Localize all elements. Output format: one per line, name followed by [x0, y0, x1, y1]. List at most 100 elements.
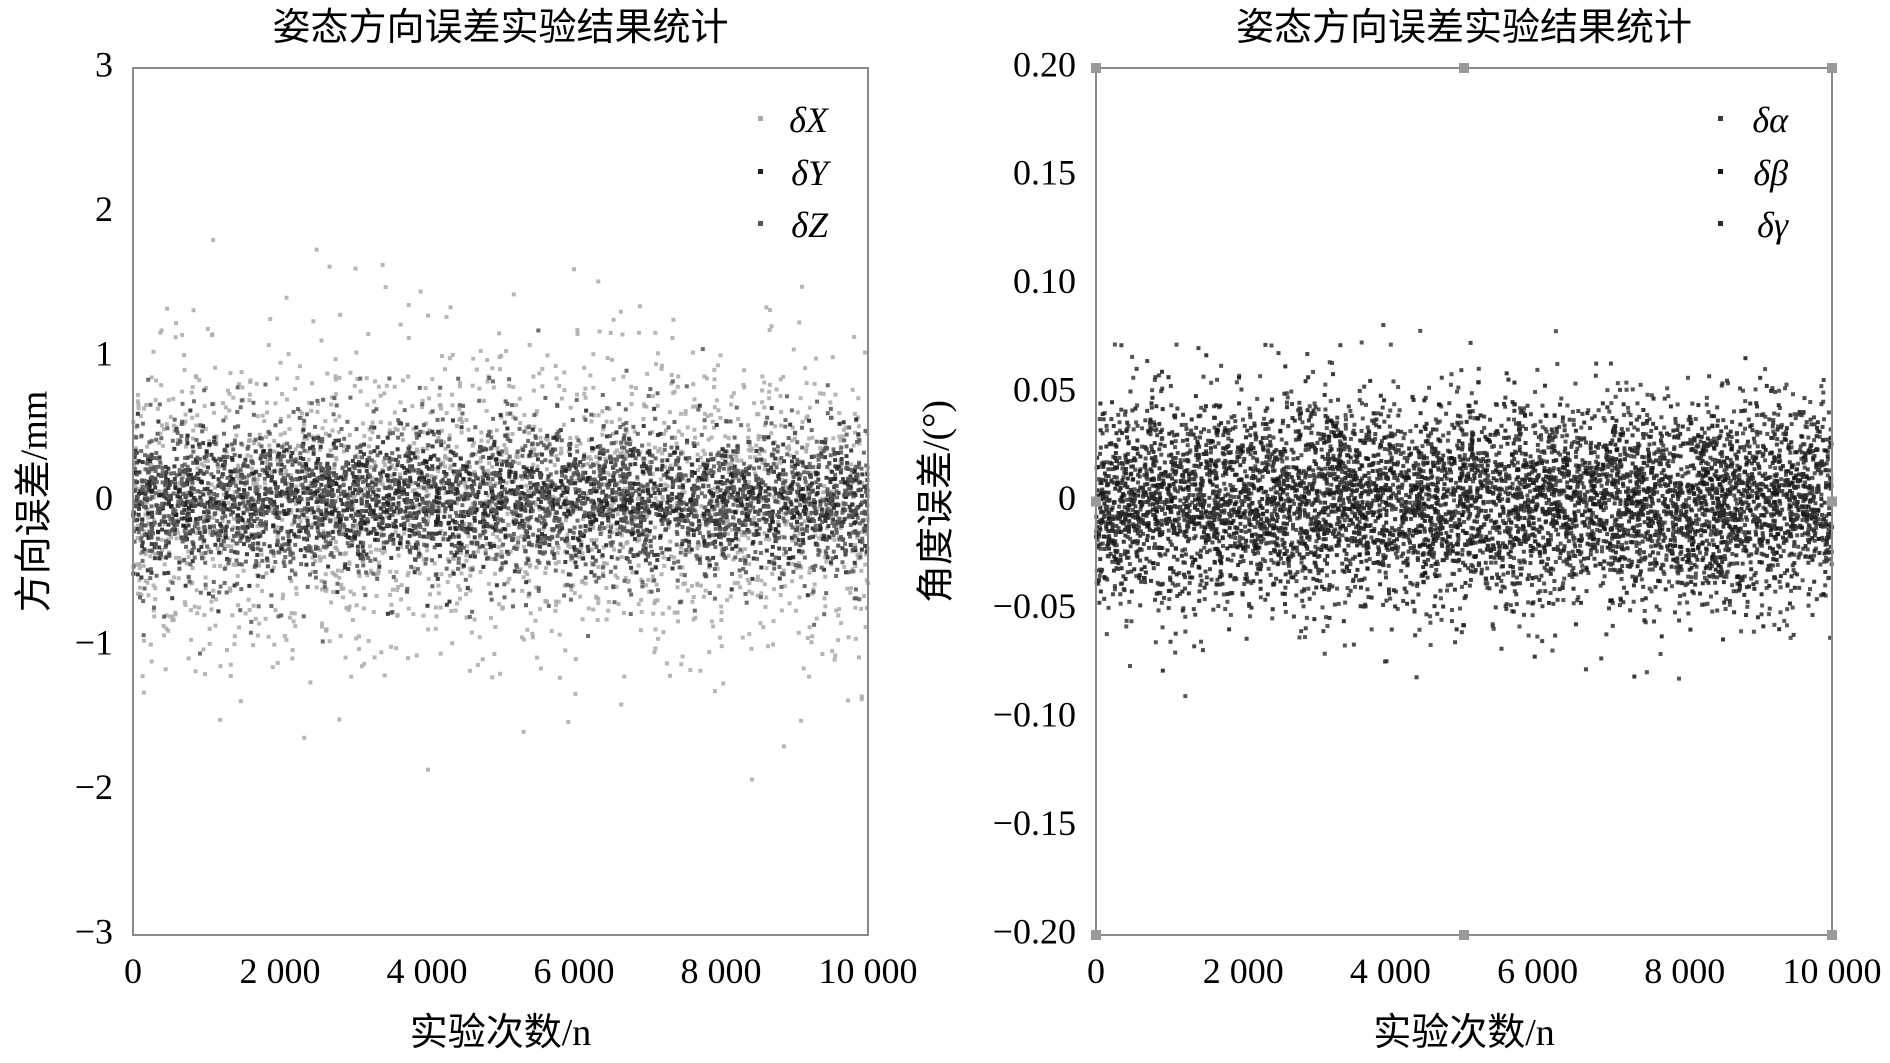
data-point	[741, 382, 746, 387]
data-point	[183, 444, 188, 449]
data-point	[452, 462, 457, 467]
data-point	[256, 563, 261, 568]
data-point	[463, 483, 468, 488]
data-point	[377, 514, 382, 519]
data-point	[309, 496, 314, 501]
data-point	[701, 462, 706, 467]
data-point	[853, 543, 858, 548]
data-point	[507, 474, 512, 479]
data-point	[442, 486, 447, 491]
data-point	[791, 561, 796, 566]
data-point	[417, 534, 422, 539]
data-point	[400, 464, 405, 469]
data-point	[431, 503, 436, 508]
data-point	[559, 446, 564, 451]
data-point	[853, 493, 858, 498]
data-point	[739, 423, 744, 428]
data-point	[821, 498, 826, 503]
data-point	[430, 377, 435, 382]
data-point	[333, 374, 338, 379]
data-point	[433, 522, 438, 527]
data-point	[427, 396, 432, 401]
data-point	[209, 607, 214, 612]
data-point	[489, 455, 494, 460]
data-point	[219, 482, 224, 487]
data-point	[222, 454, 227, 459]
data-point	[365, 402, 370, 407]
data-point	[176, 576, 181, 581]
data-point	[648, 387, 653, 392]
data-point	[677, 485, 682, 490]
data-point	[755, 593, 760, 598]
data-point	[754, 443, 759, 448]
data-point	[630, 570, 635, 575]
data-point	[255, 477, 260, 482]
data-point	[458, 456, 463, 461]
data-point	[304, 525, 309, 530]
data-point	[241, 542, 246, 547]
data-point	[538, 666, 543, 671]
data-point	[760, 374, 765, 379]
data-point	[794, 489, 799, 494]
data-point	[606, 518, 611, 523]
data-point	[450, 532, 455, 537]
data-point	[275, 525, 280, 530]
data-point	[154, 378, 159, 383]
data-point	[783, 418, 788, 423]
data-point	[778, 394, 783, 399]
data-point	[274, 457, 279, 462]
data-point	[310, 569, 315, 574]
data-point	[647, 452, 652, 457]
data-point	[636, 507, 641, 512]
data-point	[429, 474, 434, 479]
data-point	[470, 383, 475, 388]
data-point	[605, 434, 610, 439]
data-point	[630, 532, 635, 537]
data-point	[562, 388, 567, 393]
data-point	[157, 545, 162, 550]
data-point	[762, 437, 767, 442]
data-point	[227, 507, 232, 512]
data-point	[469, 630, 474, 635]
data-point	[584, 479, 589, 484]
data-point	[688, 506, 693, 511]
data-point	[372, 425, 377, 430]
data-point	[326, 564, 331, 569]
data-point	[845, 482, 850, 487]
data-point	[725, 499, 730, 504]
data-point	[186, 549, 191, 554]
data-point	[186, 511, 191, 516]
data-point	[731, 391, 736, 396]
data-point	[850, 502, 855, 507]
data-point	[831, 517, 836, 522]
data-point	[704, 520, 709, 525]
data-point	[292, 495, 297, 500]
data-point	[464, 418, 469, 423]
data-point	[183, 583, 188, 588]
data-point	[355, 527, 360, 532]
data-point	[514, 454, 519, 459]
data-point	[660, 463, 665, 468]
data-point	[211, 456, 216, 461]
data-point	[389, 486, 394, 491]
data-point	[782, 584, 787, 589]
data-point	[534, 585, 539, 590]
data-point	[453, 553, 458, 558]
data-point	[230, 480, 235, 485]
data-point	[457, 384, 462, 389]
data-point	[702, 540, 707, 545]
data-point	[674, 542, 679, 547]
data-point	[572, 267, 577, 272]
data-point	[306, 486, 311, 491]
data-point	[354, 523, 359, 528]
data-point	[533, 618, 538, 623]
data-point	[347, 604, 352, 609]
data-point	[443, 464, 448, 469]
data-point	[849, 586, 854, 591]
data-point	[493, 526, 498, 531]
data-point	[408, 523, 413, 528]
data-point	[493, 481, 498, 486]
data-point	[773, 424, 778, 429]
data-point	[265, 496, 270, 501]
data-point	[329, 395, 334, 400]
